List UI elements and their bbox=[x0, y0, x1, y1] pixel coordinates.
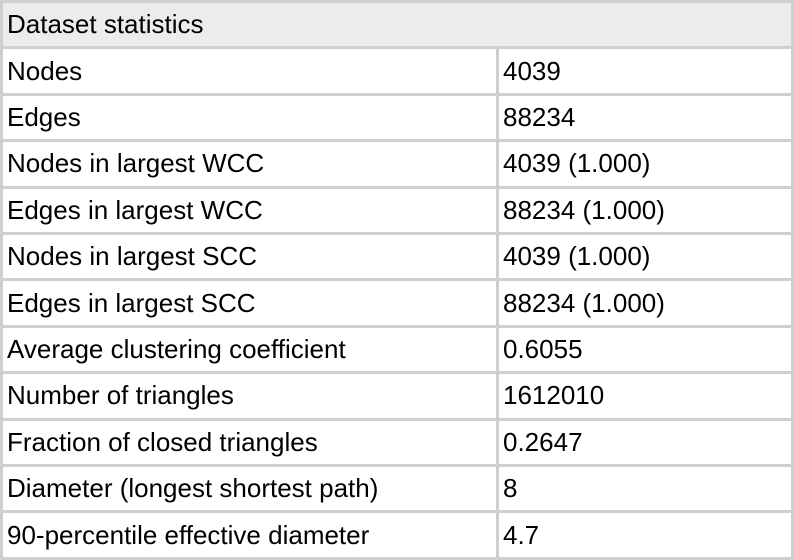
stat-name: Fraction of closed triangles bbox=[3, 420, 496, 465]
stat-name: Edges in largest SCC bbox=[3, 281, 496, 325]
table-row: Average clustering coefficient 0.6055 bbox=[3, 327, 791, 372]
stat-name: Edges bbox=[3, 95, 496, 140]
stat-value: 88234 (1.000) bbox=[499, 188, 791, 233]
stat-name: Number of triangles bbox=[3, 374, 496, 418]
table-row: Edges in largest WCC 88234 (1.000) bbox=[3, 188, 791, 233]
stat-name: Diameter (longest shortest path) bbox=[3, 467, 496, 511]
table-row: Nodes in largest WCC 4039 (1.000) bbox=[3, 142, 791, 186]
stat-name: Nodes in largest WCC bbox=[3, 142, 496, 186]
stat-name: Nodes in largest SCC bbox=[3, 235, 496, 279]
stat-value: 0.6055 bbox=[499, 327, 791, 372]
table-row: Nodes in largest SCC 4039 (1.000) bbox=[3, 235, 791, 279]
stat-value: 0.2647 bbox=[499, 420, 791, 465]
table-row: Diameter (longest shortest path) 8 bbox=[3, 467, 791, 511]
stat-name: 90-percentile effective diameter bbox=[3, 513, 496, 557]
stat-name: Average clustering coefficient bbox=[3, 327, 496, 372]
table-row: Fraction of closed triangles 0.2647 bbox=[3, 420, 791, 465]
stat-value: 1612010 bbox=[499, 374, 791, 418]
table-title: Dataset statistics bbox=[3, 3, 791, 47]
stat-value: 88234 bbox=[499, 95, 791, 140]
stat-value: 88234 (1.000) bbox=[499, 281, 791, 325]
stat-name: Edges in largest WCC bbox=[3, 188, 496, 233]
stat-value: 4039 (1.000) bbox=[499, 142, 791, 186]
table-body: Dataset statistics Nodes 4039 Edges 88234 No… bbox=[3, 3, 791, 557]
stat-value: 4039 (1.000) bbox=[499, 235, 791, 279]
table-row: Nodes 4039 bbox=[3, 49, 791, 93]
header-row: Dataset statistics bbox=[3, 3, 791, 47]
table-row: Number of triangles 1612010 bbox=[3, 374, 791, 418]
table-row: Edges in largest SCC 88234 (1.000) bbox=[3, 281, 791, 325]
stat-value: 4.7 bbox=[499, 513, 791, 557]
table-row: 90-percentile effective diameter 4.7 bbox=[3, 513, 791, 557]
table-row: Edges 88234 bbox=[3, 95, 791, 140]
stat-value: 4039 bbox=[499, 49, 791, 93]
stat-name: Nodes bbox=[3, 49, 496, 93]
stat-value: 8 bbox=[499, 467, 791, 511]
